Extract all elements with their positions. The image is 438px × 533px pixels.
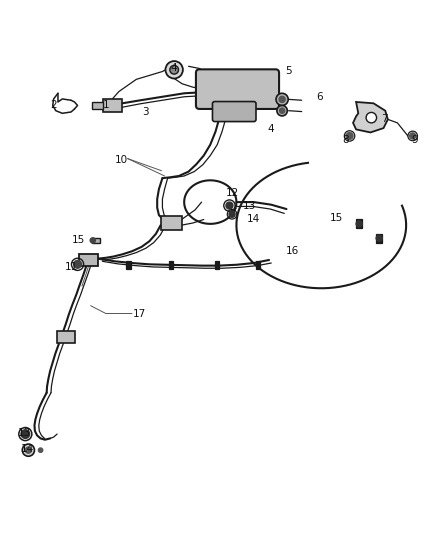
- Text: 13: 13: [18, 428, 31, 438]
- Bar: [57, 332, 75, 343]
- Circle shape: [25, 447, 32, 453]
- Bar: [169, 261, 173, 269]
- Circle shape: [276, 93, 288, 106]
- FancyBboxPatch shape: [212, 102, 256, 122]
- Text: 14: 14: [247, 214, 261, 224]
- FancyBboxPatch shape: [196, 69, 279, 109]
- Bar: [79, 254, 98, 266]
- Bar: [376, 234, 382, 243]
- Text: 1: 1: [102, 100, 109, 110]
- Text: 16: 16: [286, 246, 299, 256]
- Text: 6: 6: [316, 92, 322, 102]
- Text: 9: 9: [412, 135, 418, 146]
- Circle shape: [22, 444, 35, 456]
- Bar: [92, 102, 102, 109]
- Circle shape: [279, 96, 285, 102]
- Bar: [215, 261, 219, 269]
- Bar: [256, 261, 260, 269]
- Circle shape: [376, 235, 382, 241]
- Text: 4: 4: [268, 124, 275, 134]
- Circle shape: [356, 221, 362, 227]
- Circle shape: [366, 112, 377, 123]
- Text: 17: 17: [133, 309, 146, 319]
- Text: 3: 3: [142, 107, 148, 117]
- Text: 8: 8: [342, 135, 349, 146]
- Text: 4: 4: [170, 63, 177, 74]
- Circle shape: [21, 430, 30, 439]
- Bar: [102, 99, 122, 112]
- Text: 11: 11: [64, 262, 78, 271]
- Text: 14: 14: [21, 445, 34, 454]
- Circle shape: [74, 261, 81, 268]
- Text: 10: 10: [114, 155, 127, 165]
- Circle shape: [346, 133, 353, 140]
- Text: 7: 7: [381, 114, 388, 124]
- Circle shape: [410, 133, 416, 139]
- Text: 15: 15: [330, 213, 343, 223]
- Bar: [356, 220, 362, 228]
- Circle shape: [90, 238, 95, 243]
- Text: 15: 15: [72, 235, 85, 245]
- Circle shape: [39, 448, 43, 453]
- Circle shape: [279, 108, 285, 114]
- Polygon shape: [353, 102, 388, 133]
- Text: 5: 5: [285, 66, 292, 76]
- Circle shape: [226, 202, 233, 209]
- Text: 12: 12: [226, 188, 239, 198]
- Bar: [92, 238, 100, 243]
- Text: 13: 13: [243, 201, 256, 212]
- Bar: [161, 216, 182, 230]
- Circle shape: [166, 61, 183, 78]
- Circle shape: [170, 66, 179, 74]
- Bar: [126, 261, 131, 269]
- Circle shape: [277, 106, 287, 116]
- Circle shape: [229, 211, 235, 217]
- Text: 2: 2: [50, 100, 57, 110]
